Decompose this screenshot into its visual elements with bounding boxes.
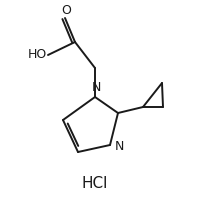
Text: N: N — [91, 81, 101, 94]
Text: N: N — [115, 140, 124, 154]
Text: HCl: HCl — [82, 175, 108, 190]
Text: HO: HO — [28, 49, 47, 61]
Text: O: O — [61, 4, 71, 17]
